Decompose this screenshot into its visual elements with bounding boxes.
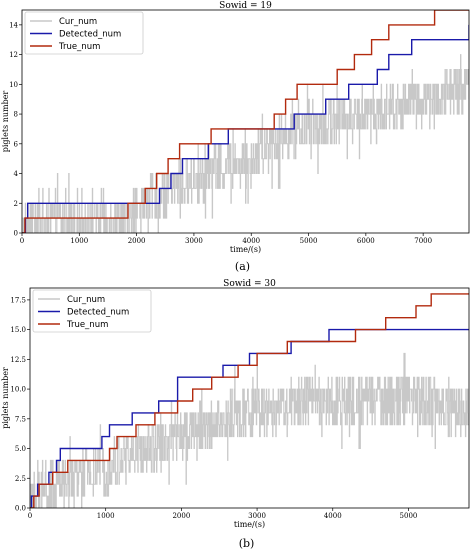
x-axis-label: time/(s) — [230, 245, 261, 254]
y-tick-label: 17.5 — [10, 296, 26, 304]
series-cur-num-line — [30, 352, 469, 508]
legend-label: Cur_num — [59, 17, 97, 27]
axes-frame — [21, 9, 470, 234]
y-tick-label: 10.0 — [10, 386, 26, 394]
x-tick-label: 4000 — [242, 237, 260, 245]
x-tick-label: 1000 — [97, 512, 115, 520]
x-tick-label: 2000 — [128, 237, 146, 245]
x-tick-label: 0 — [28, 512, 32, 520]
panel-b: Sowid = 30 0 1000 2000 3000 4000 5000 0.0 2.5 5.0… — [1, 279, 470, 550]
plot-area — [30, 293, 469, 508]
x-tick-label: 5000 — [300, 237, 318, 245]
x-tick-label: 7000 — [414, 237, 432, 245]
y-tick-label: 4 — [14, 170, 19, 178]
figure-caption: (a) — [235, 260, 250, 273]
legend: Cur_num Detected_num True_num — [32, 289, 152, 333]
series-true-num-line — [30, 293, 469, 508]
x-tick-label: 4000 — [324, 512, 342, 520]
figure-caption: (b) — [239, 537, 255, 550]
legend-box — [32, 289, 152, 333]
series-cur-num-line — [22, 54, 469, 233]
x-axis-label: time/(s) — [234, 520, 265, 529]
y-tick-label: 14 — [9, 21, 18, 29]
chart-title: Sowid = 19 — [219, 1, 272, 11]
y-tick-label: 15.0 — [10, 326, 26, 334]
series-detected-num-line — [22, 24, 469, 233]
x-tick-label: 1000 — [70, 237, 88, 245]
legend-label: Cur_num — [67, 295, 105, 305]
legend-label: Detected_num — [67, 308, 129, 318]
y-tick-label: 2 — [14, 200, 18, 208]
legend-box — [24, 11, 144, 55]
y-tick-label: 12 — [9, 51, 18, 59]
y-tick-label: 0 — [14, 230, 18, 238]
plot-area — [22, 10, 469, 233]
y-tick-label: 2.5 — [15, 475, 26, 483]
y-tick-label: 7.5 — [15, 415, 26, 423]
x-tick-label: 3000 — [248, 512, 266, 520]
panel-a: Sowid = 19 0 1000 2000 3000 4000 5000 6000 7000 0… — [1, 1, 470, 273]
legend-label: Detected_num — [59, 30, 121, 40]
legend: Cur_num Detected_num True_num — [24, 11, 144, 55]
x-tick-label: 3000 — [185, 237, 203, 245]
legend-label: True_num — [58, 42, 100, 52]
x-tick-label: 0 — [20, 237, 24, 245]
axes-frame — [29, 287, 470, 509]
y-axis-label: piglets number — [1, 91, 10, 153]
y-axis-label: piglets number — [1, 367, 10, 429]
y-tick-label: 8 — [14, 111, 18, 119]
y-tick-label: 12.5 — [10, 356, 26, 364]
y-tick-label: 6 — [14, 140, 19, 148]
y-tick-label: 10 — [9, 81, 18, 89]
y-tick-label: 5.0 — [15, 445, 26, 453]
legend-label: True_num — [66, 320, 108, 330]
x-tick-label: 6000 — [357, 237, 375, 245]
x-tick-label: 2000 — [172, 512, 190, 520]
series-true-num-line — [22, 10, 469, 233]
x-tick-label: 5000 — [400, 512, 418, 520]
y-tick-label: 0.0 — [15, 505, 26, 513]
chart-title: Sowid = 30 — [223, 279, 276, 289]
